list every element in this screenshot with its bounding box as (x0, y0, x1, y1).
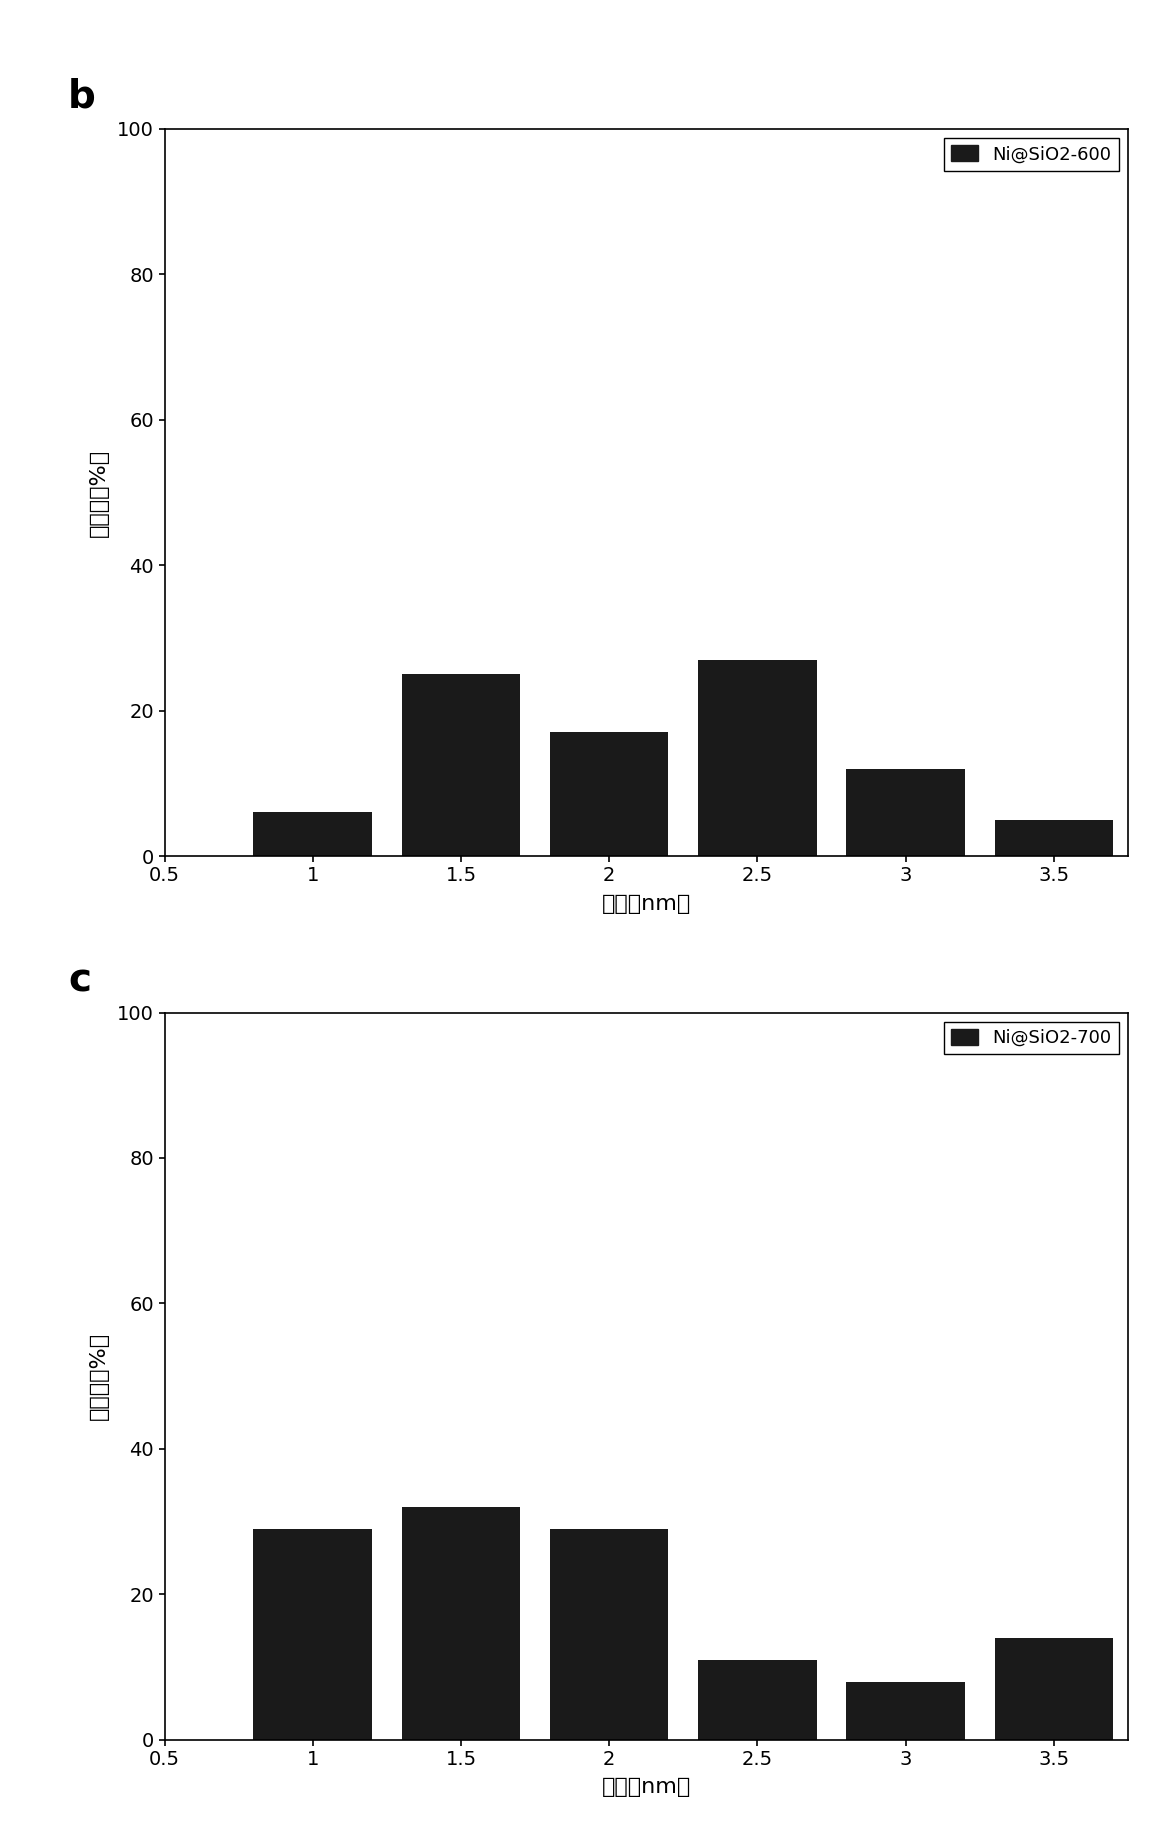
Bar (402, 1508, 521, 1740)
Text: b: b (68, 77, 96, 116)
X-axis label: 粒径（nm）: 粒径（nm） (602, 1778, 691, 1797)
Bar (550, 1528, 669, 1740)
Bar (254, 812, 372, 856)
X-axis label: 粒径（nm）: 粒径（nm） (602, 895, 691, 913)
Text: c: c (68, 961, 92, 1000)
Bar (698, 1661, 817, 1740)
Legend: Ni@SiO2-700: Ni@SiO2-700 (944, 1022, 1119, 1055)
Y-axis label: 百分比（%）: 百分比（%） (89, 1333, 109, 1419)
Bar (846, 1681, 965, 1740)
Bar (994, 1638, 1113, 1740)
Bar (254, 1528, 372, 1740)
Bar (402, 674, 521, 856)
Bar (846, 770, 965, 856)
Bar (550, 733, 669, 856)
Bar (698, 659, 817, 856)
Bar (994, 819, 1113, 856)
Legend: Ni@SiO2-600: Ni@SiO2-600 (944, 138, 1119, 171)
Y-axis label: 百分比（%）: 百分比（%） (89, 449, 109, 536)
